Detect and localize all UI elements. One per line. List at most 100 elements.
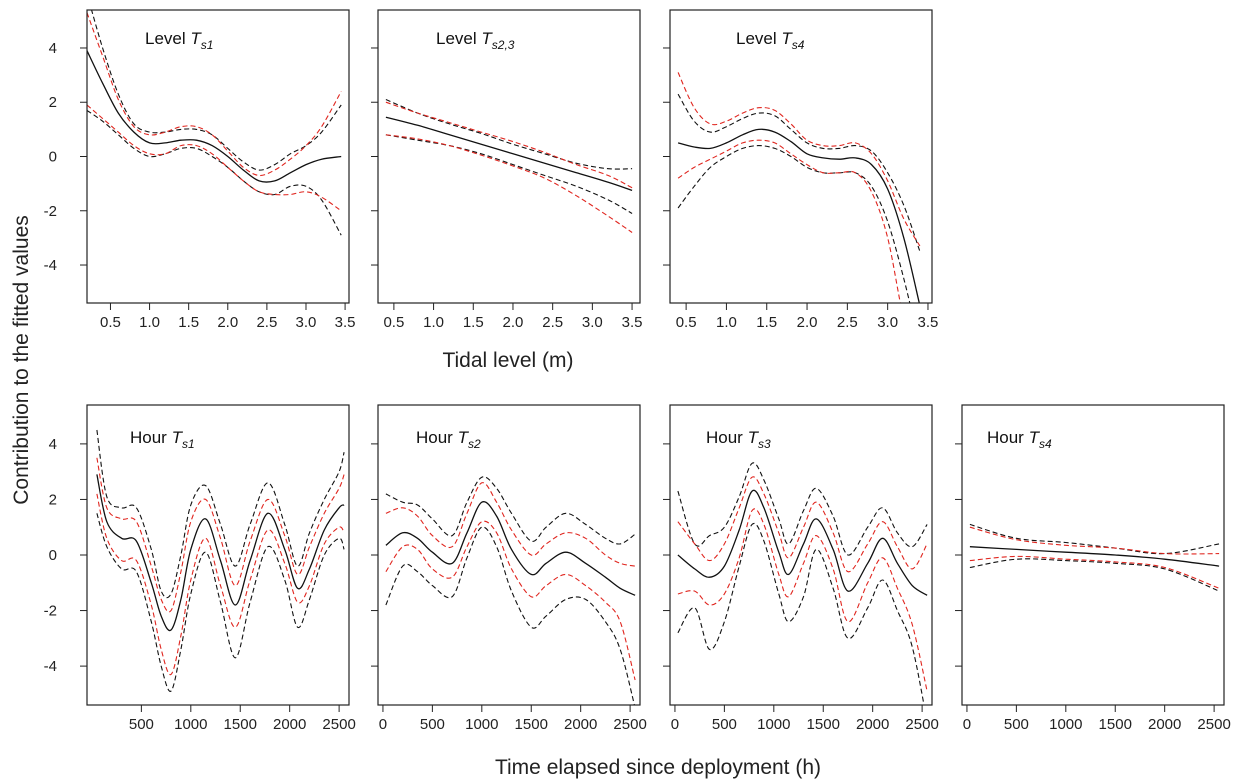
red-ci-band-line: [677, 476, 928, 573]
panel-label-symbol: T: [481, 29, 493, 48]
x-tick-label: 1500: [224, 716, 257, 733]
x-tick-label: 1.0: [423, 314, 444, 331]
panel-6: 0 500 1000 1500 2000 2500 Hour Ts3: [663, 404, 939, 733]
panel-label-prefix: Hour: [130, 428, 172, 447]
fitted-smooth-line: [969, 546, 1220, 567]
y-tick-label: 4: [49, 436, 57, 453]
panel-label-subscript: s2: [468, 437, 481, 451]
y-tick-label: 0: [49, 149, 57, 166]
x-tick-label: 2500: [322, 716, 355, 733]
series-group: [385, 476, 636, 705]
panel-label-subscript: s1: [182, 437, 195, 451]
black-ci-band-line: [96, 513, 345, 692]
x-tick-label: 2000: [1148, 716, 1181, 733]
panel-frame: [377, 9, 641, 304]
panel-label: Hour Ts2: [416, 428, 481, 451]
y-tick-label: 2: [49, 94, 57, 111]
x-tick-label: 1.0: [139, 314, 160, 331]
panel-label: Hour Ts1: [130, 428, 195, 451]
series-group: [87, 10, 342, 236]
panel-label-subscript: s4: [1039, 437, 1052, 451]
black-ci-band-line: [91, 10, 342, 171]
fitted-smooth-line: [385, 501, 636, 596]
series-group: [96, 429, 345, 692]
panel-label-symbol: T: [458, 428, 470, 447]
panel-label-subscript: s1: [201, 38, 214, 52]
red-ci-band-line: [385, 482, 636, 567]
black-ci-band-line: [87, 109, 342, 236]
panel-3: 0.5 1.0 1.5 2.0 2.5 3.0 3.5 Level Ts4: [663, 9, 938, 331]
red-ci-band-line: [385, 101, 633, 189]
panel-label: Level Ts2,3: [436, 29, 515, 52]
red-ci-band-line: [96, 493, 345, 676]
panel-2: 0.5 1.0 1.5 2.0 2.5 3.0 3.5 Level Ts2,3: [371, 9, 642, 331]
black-ci-band-line: [677, 522, 925, 705]
panel-label-subscript: s2,3: [492, 38, 515, 52]
panel-frame: [961, 404, 1225, 706]
x-tick-label: 3.0: [877, 314, 898, 331]
fitted-smooth-line: [677, 489, 928, 596]
x-tick-label: 0: [379, 716, 387, 733]
red-ci-band-line: [969, 555, 1220, 589]
panel-5: 0 500 1000 1500 2000 2500 Hour Ts2: [371, 404, 647, 733]
x-tick-label: 2500: [613, 716, 646, 733]
black-ci-band-line: [677, 93, 921, 252]
x-tick-label: 3.0: [582, 314, 603, 331]
black-ci-band-line: [385, 98, 633, 170]
x-tick-label: 0.5: [676, 314, 697, 331]
fitted-smooth-line: [385, 116, 633, 192]
x-tick-label: 2000: [564, 716, 597, 733]
panel-1: 0.5 1.0 1.5 2.0 2.5 3.0 3.5 -4 -2 0 2 4 Level Ts1: [44, 9, 356, 331]
fitted-smooth-line: [96, 474, 345, 632]
x-tick-label: 0: [963, 716, 971, 733]
panel-label: Hour Ts3: [706, 428, 771, 451]
x-tick-label: 500: [1004, 716, 1029, 733]
panels-group: 0.5 1.0 1.5 2.0 2.5 3.0 3.5 -4 -2 0 2 4 Level Ts1 0.5…: [44, 9, 1231, 733]
y-tick-label: -2: [44, 203, 57, 220]
fitted-smooth-line: [87, 50, 342, 183]
black-ci-band-line: [677, 145, 911, 303]
panel-label-subscript: s4: [792, 38, 805, 52]
x-tick-label: 2.0: [503, 314, 524, 331]
panel-label-prefix: Hour: [706, 428, 748, 447]
x-tick-label: 2.0: [797, 314, 818, 331]
x-tick-label: 1.5: [463, 314, 484, 331]
panel-label-prefix: Level: [736, 29, 781, 48]
panel-label-symbol: T: [748, 428, 760, 447]
x-tick-label: 1500: [1099, 716, 1132, 733]
red-ci-band-line: [969, 526, 1220, 555]
panel-label: Level Ts1: [145, 29, 213, 52]
x-tick-label: 1000: [174, 716, 207, 733]
black-ci-band-line: [96, 429, 345, 599]
x-tick-label: 1500: [515, 716, 548, 733]
x-tick-label: 3.0: [296, 314, 317, 331]
black-ci-band-line: [385, 526, 635, 705]
panel-label-prefix: Level: [436, 29, 481, 48]
panel-label: Level Ts4: [736, 29, 805, 52]
panel-label: Hour Ts4: [987, 428, 1052, 451]
panel-label-prefix: Level: [145, 29, 190, 48]
y-tick-label: 2: [49, 491, 57, 508]
series-group: [969, 523, 1220, 592]
y-tick-label: -4: [44, 257, 57, 274]
red-ci-band-line: [677, 139, 901, 303]
x-tick-label: 2.5: [542, 314, 563, 331]
panel-4: 500 1000 1500 2000 2500 -4 -2 0 2 4 Hour Ts1: [44, 404, 356, 733]
y-tick-label: 0: [49, 547, 57, 564]
x-tick-label: 1500: [807, 716, 840, 733]
x-tick-label: 500: [420, 716, 445, 733]
panel-label-symbol: T: [781, 29, 793, 48]
red-ci-band-line: [96, 457, 345, 613]
series-group: [677, 72, 921, 303]
x-tick-label: 0.5: [383, 314, 404, 331]
x-tick-label: 2.0: [217, 314, 238, 331]
panel-frame: [86, 9, 350, 304]
red-ci-band-line: [87, 104, 342, 212]
x-tick-label: 1000: [1049, 716, 1082, 733]
y-tick-label: -2: [44, 603, 57, 620]
x-tick-label: 3.5: [335, 314, 356, 331]
x-axis-title-top: Tidal level (m): [442, 349, 573, 372]
black-ci-band-line: [677, 462, 928, 556]
panel-frame: [86, 404, 350, 706]
series-group: [385, 98, 633, 233]
